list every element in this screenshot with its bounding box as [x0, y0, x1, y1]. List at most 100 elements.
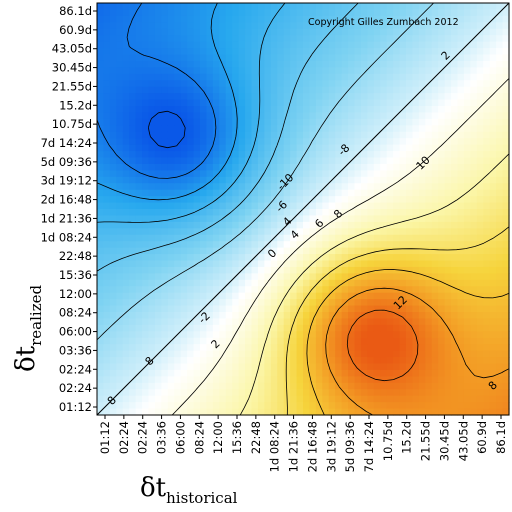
heatmap-cell — [451, 260, 459, 268]
heatmap-cell — [142, 254, 150, 262]
heatmap-cell — [264, 73, 272, 81]
heatmap-cell — [122, 395, 130, 403]
heatmap-cell — [322, 357, 330, 365]
heatmap-cell — [373, 344, 381, 352]
heatmap-cell — [483, 144, 491, 152]
heatmap-cell — [315, 54, 323, 62]
heatmap-cell — [212, 144, 220, 152]
heatmap-cell — [457, 363, 465, 371]
heatmap-cell — [444, 138, 452, 146]
heatmap-cell — [399, 170, 407, 178]
heatmap-cell — [129, 183, 137, 191]
heatmap-cell — [418, 170, 426, 178]
heatmap-cell — [154, 106, 162, 114]
heatmap-cell — [277, 312, 285, 320]
heatmap-cell — [425, 318, 433, 326]
heatmap-cell — [116, 221, 124, 229]
heatmap-cell — [148, 363, 156, 371]
heatmap-cell — [180, 286, 188, 294]
heatmap-cell — [438, 215, 446, 223]
heatmap-cell — [174, 80, 182, 88]
heatmap-cell — [148, 118, 156, 126]
heatmap-cell — [328, 54, 336, 62]
heatmap-cell — [322, 131, 330, 139]
heatmap-cell — [161, 357, 169, 365]
heatmap-cell — [367, 176, 375, 184]
heatmap-cell — [367, 228, 375, 236]
heatmap-cell — [142, 408, 150, 416]
heatmap-cell — [283, 331, 291, 339]
heatmap-cell — [167, 196, 175, 204]
heatmap-cell — [180, 144, 188, 152]
heatmap-cell — [212, 363, 220, 371]
heatmap-cell — [251, 151, 259, 159]
heatmap-cell — [380, 106, 388, 114]
heatmap-cell — [451, 9, 459, 17]
heatmap-cell — [483, 125, 491, 133]
heatmap-cell — [225, 324, 233, 332]
heatmap-cell — [373, 292, 381, 300]
heatmap-cell — [219, 312, 227, 320]
heatmap-cell — [296, 202, 304, 210]
heatmap-cell — [354, 382, 362, 390]
heatmap-cell — [354, 202, 362, 210]
heatmap-cell — [122, 363, 130, 371]
heatmap-cell — [463, 228, 471, 236]
heatmap-cell — [315, 357, 323, 365]
heatmap-cell — [496, 67, 504, 75]
heatmap-cell — [103, 331, 111, 339]
heatmap-cell — [206, 260, 214, 268]
heatmap-cell — [496, 157, 504, 165]
heatmap-cell — [315, 209, 323, 217]
heatmap-cell — [444, 144, 452, 152]
heatmap-cell — [161, 138, 169, 146]
y-axis-label: δtrealized — [11, 285, 45, 372]
heatmap-cell — [457, 273, 465, 281]
heatmap-cell — [135, 176, 143, 184]
heatmap-cell — [148, 350, 156, 358]
heatmap-cell — [116, 189, 124, 197]
heatmap-cell — [418, 189, 426, 197]
heatmap-cell — [206, 86, 214, 94]
heatmap-cell — [148, 215, 156, 223]
heatmap-cell — [245, 402, 253, 410]
heatmap-cell — [187, 324, 195, 332]
heatmap-cell — [309, 402, 317, 410]
heatmap-cell — [251, 241, 259, 249]
heatmap-cell — [380, 176, 388, 184]
heatmap-cell — [206, 163, 214, 171]
heatmap-cell — [193, 318, 201, 326]
heatmap-cell — [251, 273, 259, 281]
heatmap-cell — [489, 312, 497, 320]
heatmap-cell — [206, 286, 214, 294]
heatmap-cell — [257, 279, 265, 287]
heatmap-cell — [373, 318, 381, 326]
heatmap-cell — [225, 286, 233, 294]
heatmap-cell — [393, 93, 401, 101]
heatmap-cell — [451, 350, 459, 358]
heatmap-cell — [251, 35, 259, 43]
heatmap-cell — [212, 279, 220, 287]
heatmap-cell — [187, 299, 195, 307]
heatmap-cell — [328, 312, 336, 320]
heatmap-cell — [483, 357, 491, 365]
heatmap-cell — [116, 144, 124, 152]
heatmap-cell — [97, 292, 105, 300]
heatmap-cell — [476, 138, 484, 146]
heatmap-cell — [161, 312, 169, 320]
heatmap-cell — [129, 144, 137, 152]
heatmap-cell — [109, 151, 117, 159]
heatmap-cell — [116, 151, 124, 159]
heatmap-cell — [418, 202, 426, 210]
heatmap-cell — [399, 144, 407, 152]
heatmap-cell — [360, 286, 368, 294]
heatmap-cell — [309, 292, 317, 300]
x-tick-label: 08:24 — [192, 421, 206, 454]
heatmap-cell — [457, 382, 465, 390]
heatmap-cell — [116, 125, 124, 133]
heatmap-cell — [283, 234, 291, 242]
heatmap-cell — [148, 395, 156, 403]
heatmap-cell — [483, 337, 491, 345]
heatmap-cell — [476, 80, 484, 88]
heatmap-cell — [348, 202, 356, 210]
